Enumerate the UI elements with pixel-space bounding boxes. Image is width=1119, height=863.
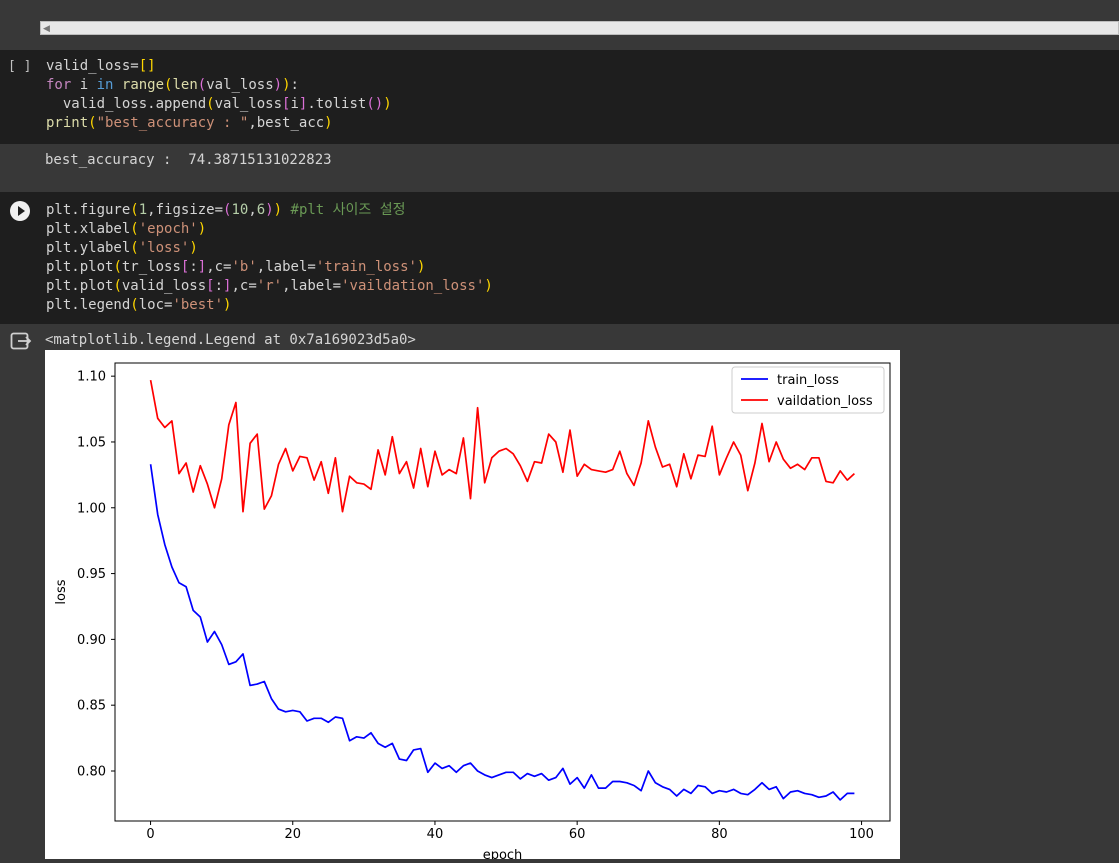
x-tick-label: 60 bbox=[569, 827, 586, 842]
code-cell-2[interactable]: plt.figure(1,figsize=(10,6)) #plt 사이즈 설정… bbox=[0, 192, 1119, 324]
series-line-vaildation_loss bbox=[149, 379, 855, 513]
code-cell-1[interactable]: [ ] valid_loss=[] for i in range(len(val… bbox=[0, 50, 1119, 144]
loss-plot: 0 20 40 60 80 100 0.80 0.85 0.90 0.95 1.00 1.05 1.10… bbox=[45, 350, 900, 863]
axes-frame bbox=[114, 362, 891, 822]
legend-repr-output: <matplotlib.legend.Legend at 0x7a169023d… bbox=[45, 332, 416, 348]
y-tick-label: 0.90 bbox=[77, 633, 106, 648]
best-accuracy-output: best_accuracy : 74.38715131022823 bbox=[45, 152, 332, 168]
y-tick-label: 1.10 bbox=[77, 370, 106, 385]
legend-label-vaildation_loss: vaildation_loss bbox=[777, 394, 873, 409]
x-tick-label: 80 bbox=[711, 827, 728, 842]
x-tick-label: 100 bbox=[849, 827, 874, 842]
loss-chart-svg: 0 20 40 60 80 100 0.80 0.85 0.90 0.95 1.00 1.05 1.10… bbox=[54, 362, 891, 863]
horizontal-scrollbar[interactable]: ◀ bbox=[40, 21, 1119, 35]
scroll-left-arrow-icon[interactable]: ◀ bbox=[43, 24, 50, 34]
y-axis-label: loss bbox=[54, 579, 69, 604]
y-tick-label: 1.05 bbox=[77, 435, 106, 450]
run-cell-button[interactable] bbox=[10, 201, 30, 221]
cell-1-output: best_accuracy : 74.38715131022823 bbox=[0, 144, 1119, 191]
legend-box bbox=[731, 366, 885, 414]
previous-cell-output: ◀ bbox=[0, 0, 1119, 48]
y-tick-label: 1.00 bbox=[77, 501, 106, 516]
y-tick-label: 0.95 bbox=[77, 567, 106, 582]
code-editor-2[interactable]: plt.figure(1,figsize=(10,6)) #plt 사이즈 설정… bbox=[46, 202, 493, 313]
y-tick-label: 0.80 bbox=[77, 764, 106, 779]
x-axis-label: epoch bbox=[483, 848, 523, 859]
x-tick-label: 20 bbox=[284, 827, 301, 842]
code-editor-1[interactable]: valid_loss=[] for i in range(len(val_los… bbox=[46, 58, 392, 131]
output-options-icon[interactable] bbox=[10, 331, 32, 351]
legend-label-train_loss: train_loss bbox=[777, 373, 839, 388]
cell-execution-bracket[interactable]: [ ] bbox=[8, 59, 32, 74]
y-tick-label: 0.85 bbox=[77, 699, 106, 714]
x-tick-label: 40 bbox=[427, 827, 444, 842]
series-line-train_loss bbox=[149, 464, 855, 801]
x-tick-label: 0 bbox=[146, 827, 154, 842]
